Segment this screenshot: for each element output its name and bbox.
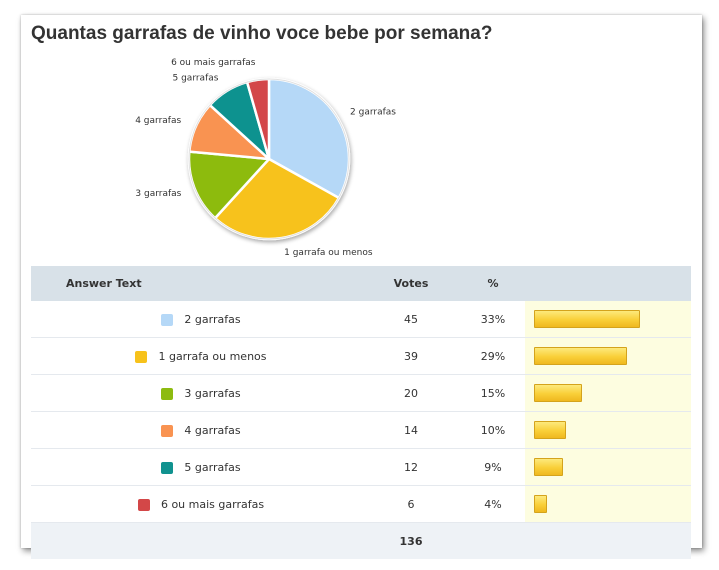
table-row: 5 garrafas 12 9% xyxy=(31,448,691,486)
bar-cell xyxy=(525,448,691,486)
percent-cell: 29% xyxy=(461,337,525,375)
pie-slice-label: 4 garrafas xyxy=(135,116,181,126)
legend-swatch xyxy=(161,387,174,400)
answer-label: 5 garrafas xyxy=(184,460,241,474)
bar-cell xyxy=(525,485,691,523)
answer-cell: 3 garrafas xyxy=(31,374,361,412)
answer-cell: 2 garrafas xyxy=(31,301,361,338)
poll-results-card: Quantas garrafas de vinho voce bebe por … xyxy=(21,15,702,559)
results-table: Answer Text Votes % 2 garrafas 45 33% 1 gar… xyxy=(31,266,691,559)
table-row: 1 garrafa ou menos 39 29% xyxy=(31,337,691,375)
percent-bar xyxy=(534,347,627,365)
answer-label: 1 garrafa ou menos xyxy=(158,349,267,363)
answer-label: 2 garrafas xyxy=(184,312,241,326)
table-header-row: Answer Text Votes % xyxy=(31,266,691,301)
header-answer-text: Answer Text xyxy=(31,266,361,301)
percent-bar xyxy=(534,384,582,402)
results-body: 2 garrafas 45 33% 1 garrafa ou menos 39 29% 3 … xyxy=(31,301,691,523)
bar-cell xyxy=(525,411,691,449)
pie-slice-label: 1 garrafa ou menos xyxy=(284,248,373,258)
answer-label: 4 garrafas xyxy=(184,423,241,437)
percent-bar xyxy=(534,458,563,476)
table-row: 6 ou mais garrafas 6 4% xyxy=(31,485,691,523)
votes-cell: 6 xyxy=(361,485,461,523)
pie-slice xyxy=(267,77,351,200)
header-votes: Votes xyxy=(361,266,461,301)
legend-swatch xyxy=(161,424,174,437)
pie-slice-label: 3 garrafas xyxy=(135,189,181,199)
votes-cell: 14 xyxy=(361,411,461,449)
pie-slice xyxy=(245,77,271,161)
header-bar xyxy=(525,266,691,301)
percent-cell: 10% xyxy=(461,411,525,449)
percent-cell: 9% xyxy=(461,448,525,486)
answer-cell: 4 garrafas xyxy=(31,411,361,449)
header-percent: % xyxy=(461,266,525,301)
table-row: 4 garrafas 14 10% xyxy=(31,411,691,449)
percent-cell: 33% xyxy=(461,301,525,338)
total-row: 136 xyxy=(31,522,691,559)
votes-cell: 12 xyxy=(361,448,461,486)
pie-slice xyxy=(187,150,271,220)
percent-bar xyxy=(534,421,566,439)
answer-cell: 5 garrafas xyxy=(31,448,361,486)
answer-label: 6 ou mais garrafas xyxy=(160,497,265,511)
percent-bar xyxy=(534,495,547,513)
percent-bar xyxy=(534,310,640,328)
bar-cell xyxy=(525,301,691,338)
pie-slice-label: 6 ou mais garrafas xyxy=(171,58,256,68)
legend-swatch xyxy=(135,350,148,363)
table-row: 3 garrafas 20 15% xyxy=(31,374,691,412)
total-votes: 136 xyxy=(361,522,461,559)
bar-cell xyxy=(525,337,691,375)
percent-cell: 15% xyxy=(461,374,525,412)
legend-swatch xyxy=(137,498,150,511)
percent-cell: 4% xyxy=(461,485,525,523)
pie-chart: 2 garrafas 1 garrafa ou menos 3 garrafas 4 … xyxy=(135,58,396,258)
answer-label: 3 garrafas xyxy=(184,386,241,400)
legend-swatch xyxy=(161,461,174,474)
page-title: Quantas garrafas de vinho voce bebe por … xyxy=(31,23,493,44)
pie-slice-label: 2 garrafas xyxy=(350,107,396,117)
votes-cell: 39 xyxy=(361,337,461,375)
pie-rim xyxy=(188,78,350,240)
answer-cell: 6 ou mais garrafas xyxy=(31,485,361,523)
votes-cell: 20 xyxy=(361,374,461,412)
answer-cell: 1 garrafa ou menos xyxy=(31,337,361,375)
pie-slice xyxy=(213,157,341,241)
table-row: 2 garrafas 45 33% xyxy=(31,301,691,338)
pie-slice-label: 5 garrafas xyxy=(173,73,219,83)
votes-cell: 45 xyxy=(361,301,461,338)
bar-cell xyxy=(525,374,691,412)
legend-swatch xyxy=(161,313,174,326)
